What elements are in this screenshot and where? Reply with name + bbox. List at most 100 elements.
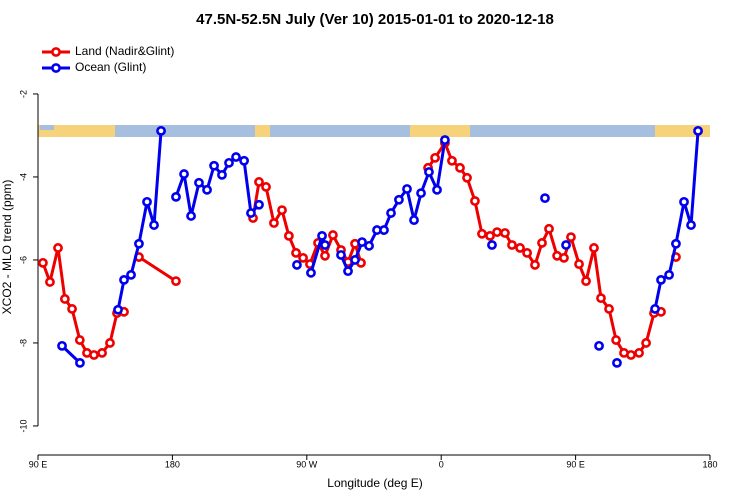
data-point — [298, 252, 308, 263]
x-tick-label: 0 — [439, 459, 444, 469]
data-point — [149, 220, 159, 230]
data-point — [634, 348, 644, 358]
data-point — [611, 335, 621, 345]
data-point — [470, 196, 480, 206]
data-point — [455, 162, 465, 173]
data-point — [74, 335, 85, 345]
data-point — [179, 169, 189, 179]
data-point — [105, 338, 115, 348]
data-point — [492, 227, 502, 238]
data-point — [283, 230, 294, 241]
data-point — [394, 194, 404, 205]
data-point — [430, 152, 440, 163]
data-point — [612, 357, 622, 368]
data-point — [320, 250, 330, 261]
data-point — [581, 276, 591, 287]
data-point — [75, 357, 85, 368]
data-point — [402, 184, 412, 194]
data-point — [277, 205, 287, 216]
data-point — [194, 177, 204, 188]
legend-marker — [51, 63, 61, 73]
data-point — [357, 237, 367, 248]
data-point — [269, 218, 279, 228]
data-point — [462, 172, 472, 183]
data-point — [664, 269, 674, 280]
data-point — [171, 191, 181, 202]
x-axis-label: Longitude (deg E) — [327, 476, 422, 490]
data-point — [134, 238, 144, 249]
data-point — [485, 230, 495, 241]
data-point — [440, 135, 450, 145]
data-point — [328, 230, 338, 240]
data-point — [656, 274, 666, 285]
data-point — [142, 196, 152, 207]
x-tick-label: 90 W — [296, 459, 318, 469]
data-point — [561, 240, 571, 250]
data-point — [641, 338, 651, 348]
legend-label: Ocean (Glint) — [75, 60, 146, 74]
y-tick-label: -10 — [18, 419, 28, 432]
data-point — [217, 169, 227, 180]
data-point — [239, 155, 249, 166]
data-point — [477, 228, 487, 239]
data-point — [320, 240, 330, 250]
data-point — [530, 260, 540, 270]
y-tick-label: -8 — [18, 339, 28, 347]
data-point — [97, 348, 107, 358]
x-tick-label: 180 — [165, 459, 180, 469]
y-tick-label: -4 — [18, 173, 28, 181]
data-point — [350, 255, 360, 265]
data-point — [522, 247, 532, 258]
data-point — [57, 340, 67, 351]
data-point — [336, 250, 346, 260]
data-point — [679, 196, 689, 207]
data-point — [574, 259, 584, 269]
data-point — [507, 240, 517, 250]
data-point — [89, 350, 99, 360]
data-point — [317, 230, 327, 241]
data-point — [487, 240, 497, 250]
data-point — [515, 243, 525, 253]
data-point — [416, 188, 426, 199]
data-point — [292, 260, 302, 270]
data-point — [596, 293, 606, 304]
data-point — [45, 277, 55, 287]
x-tick-label: 90 E — [29, 459, 48, 469]
series-line — [61, 130, 700, 364]
data-point — [566, 232, 576, 243]
data-point — [447, 155, 457, 166]
data-point — [261, 182, 271, 192]
data-point — [500, 228, 510, 238]
data-point — [224, 157, 234, 168]
data-point — [686, 220, 696, 230]
data-point — [67, 304, 77, 314]
data-point — [650, 304, 660, 314]
data-point — [246, 208, 256, 218]
legend-marker — [51, 47, 61, 57]
data-point — [544, 223, 554, 234]
data-point — [379, 225, 389, 235]
data-point — [113, 304, 123, 315]
data-point — [202, 184, 212, 195]
data-point — [559, 252, 569, 263]
data-point — [626, 350, 636, 360]
data-point — [537, 238, 547, 248]
x-tick-label: 90 E — [566, 459, 585, 469]
land-strip — [38, 125, 710, 137]
data-point — [432, 184, 442, 195]
data-point — [171, 276, 181, 287]
data-point — [364, 240, 374, 251]
data-point — [254, 199, 264, 210]
data-point — [231, 152, 241, 162]
data-point — [156, 125, 166, 136]
data-point — [306, 267, 316, 278]
data-point — [589, 243, 599, 253]
data-point — [343, 266, 353, 277]
legend-label: Land (Nadir&Glint) — [75, 44, 174, 58]
data-point — [540, 193, 550, 204]
data-point — [671, 238, 681, 249]
y-axis-label: XCO2 - MLO trend (ppm) — [0, 180, 14, 315]
data-point — [594, 340, 604, 351]
